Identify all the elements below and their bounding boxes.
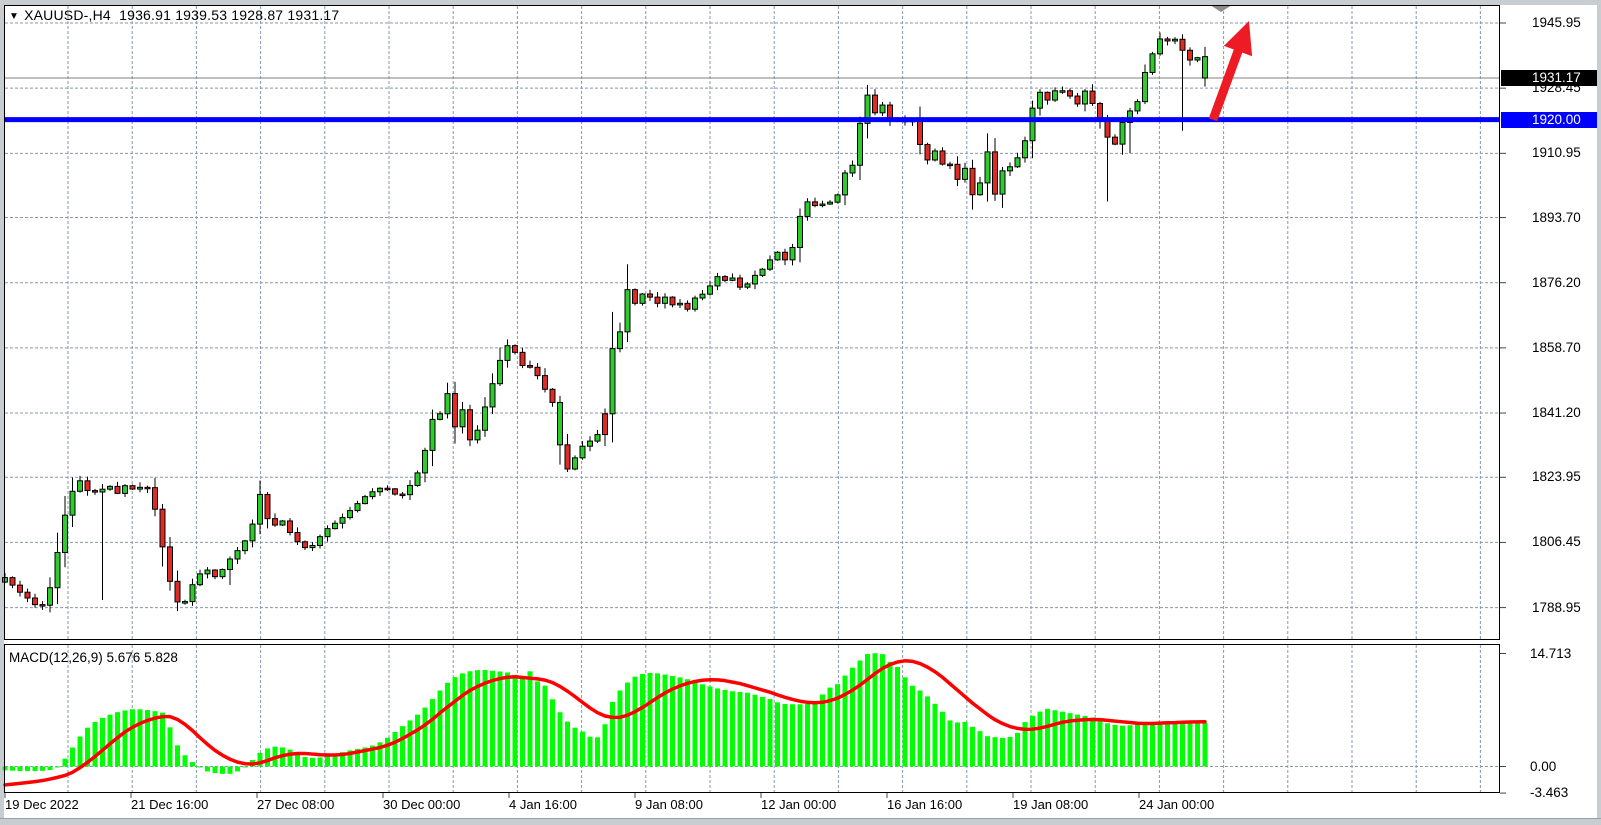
current-price-tag: 1931.17 (1501, 70, 1597, 87)
price-axis-label: 1876.20 (1532, 274, 1581, 290)
symbol-dropdown-icon[interactable]: ▼ (9, 11, 20, 22)
macd-axis-label: 14.713 (1530, 645, 1572, 661)
time-axis-label: 24 Jan 00:00 (1139, 797, 1215, 812)
macd-indicator-label: MACD(12,26,9) 5.676 5.828 (9, 650, 178, 665)
ohlc-values-label: 1936.91 1939.53 1928.87 1931.17 (119, 7, 340, 23)
time-axis-label: 21 Dec 16:00 (131, 797, 209, 812)
level-1920-price-tag: 1920.00 (1501, 111, 1597, 128)
price-axis-label: 1910.95 (1532, 145, 1581, 161)
horizontal-level-line-1920[interactable] (4, 117, 1500, 123)
time-axis-label: 12 Jan 00:00 (761, 797, 837, 812)
price-axis-label: 1823.95 (1532, 469, 1581, 485)
time-axis-label: 27 Dec 08:00 (257, 797, 335, 812)
price-axis-label: 1841.20 (1532, 405, 1581, 421)
time-axis-background[interactable] (4, 794, 1500, 818)
price-axis-label: 1788.95 (1532, 599, 1581, 615)
chart-symbol-title: ▼ XAUUSD-,H4 1936.91 1939.53 1928.87 1931… (9, 7, 339, 23)
macd-axis-label: -3.463 (1530, 785, 1569, 801)
time-axis-label: 30 Dec 00:00 (383, 797, 461, 812)
price-axis-label: 1893.70 (1532, 209, 1581, 225)
time-axis-label: 19 Jan 08:00 (1013, 797, 1089, 812)
macd-signal-line (3, 659, 1207, 787)
time-axis-label: 4 Jan 16:00 (509, 797, 577, 812)
up-trend-arrow[interactable] (1208, 21, 1253, 122)
price-axis-label: 1945.95 (1532, 15, 1581, 30)
macd-axis-label: 0.00 (1530, 758, 1557, 774)
macd-panel-border (4, 644, 1500, 793)
main-chart-border (4, 5, 1500, 640)
time-axis-label: 19 Dec 2022 (5, 797, 79, 812)
candlestick-series[interactable] (2, 32, 1208, 613)
price-axis-label: 1858.70 (1532, 339, 1581, 355)
current-bar-marker-icon (1210, 5, 1232, 12)
time-axis-label: 9 Jan 08:00 (635, 797, 703, 812)
price-axis-background[interactable] (1500, 5, 1597, 818)
macd-series[interactable] (2, 653, 1208, 787)
price-axis-label: 1806.45 (1532, 534, 1581, 550)
symbol-timeframe-label: XAUUSD-,H4 (24, 7, 111, 23)
grid-lines (4, 6, 1506, 798)
macd-panel-background[interactable] (4, 641, 1500, 794)
time-axis-label: 16 Jan 16:00 (887, 797, 963, 812)
